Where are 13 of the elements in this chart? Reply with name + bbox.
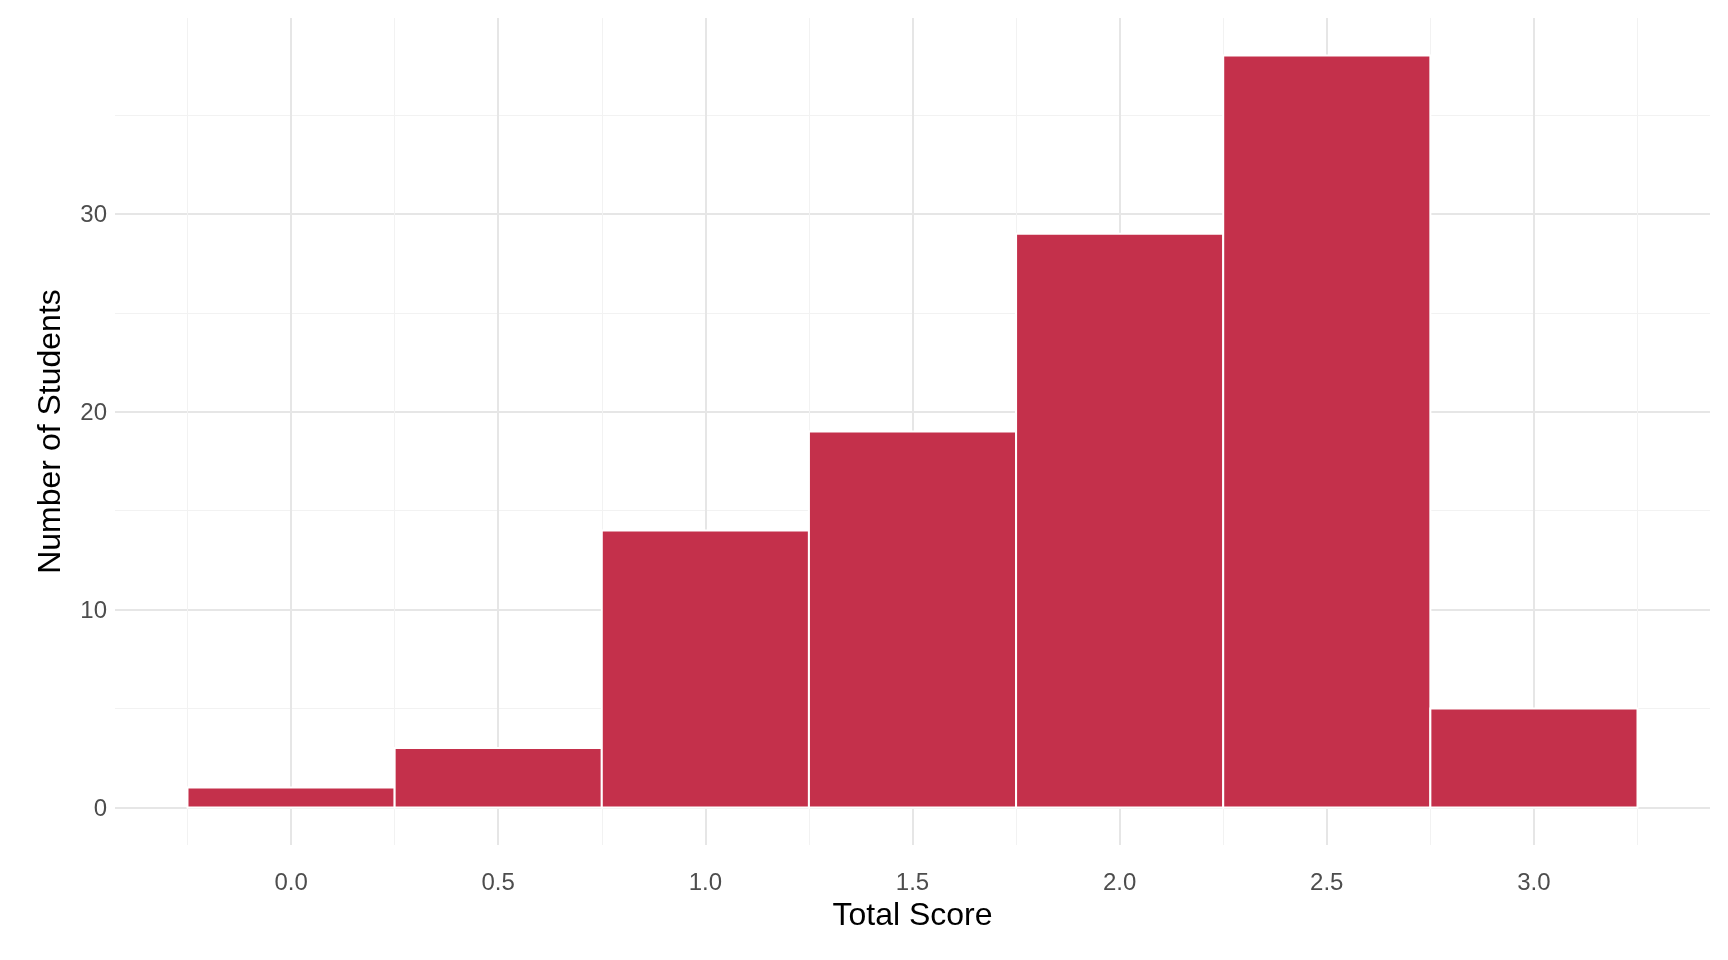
x-axis-title: Total Score — [832, 895, 993, 932]
y-tick-label: 30 — [80, 200, 107, 228]
y-tick-label: 10 — [80, 596, 107, 624]
y-axis-title: Number of Students — [31, 289, 67, 574]
x-tick-label: 0.0 — [274, 867, 308, 895]
y-tick-label: 0 — [93, 793, 107, 821]
x-tick-label: 2.0 — [1102, 867, 1137, 895]
x-tick-label: 1.0 — [688, 867, 723, 895]
x-tick-label: 1.5 — [895, 867, 930, 895]
y-tick-label: 20 — [80, 398, 107, 426]
x-tick-label: 2.5 — [1310, 867, 1344, 895]
x-tick-label: 0.5 — [481, 867, 515, 895]
x-tick-label: 3.0 — [1517, 867, 1551, 895]
